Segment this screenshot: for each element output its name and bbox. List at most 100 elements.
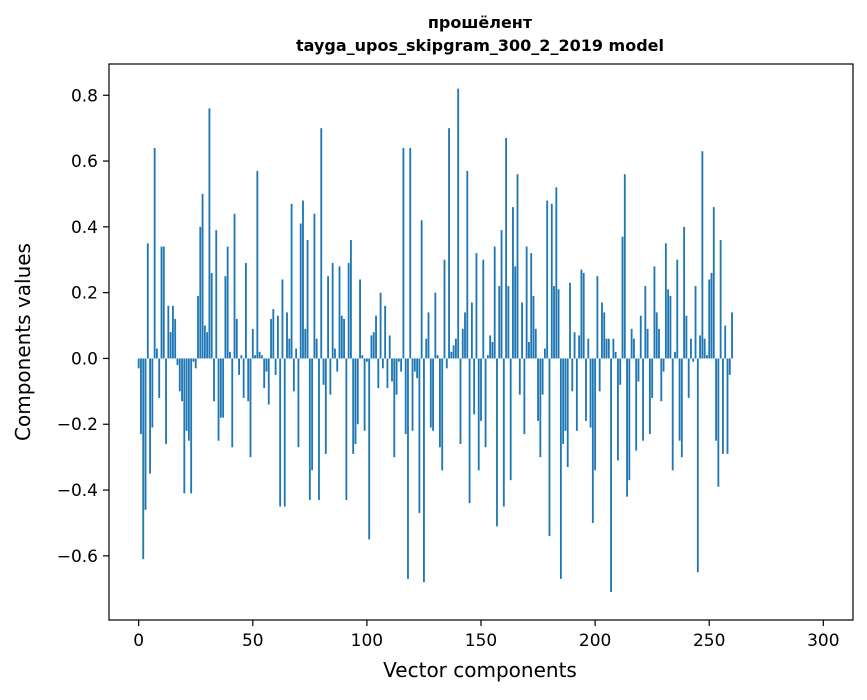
bar-217 bbox=[633, 338, 635, 359]
bar-116 bbox=[402, 147, 405, 359]
bar-136 bbox=[448, 128, 450, 359]
bar-194 bbox=[580, 269, 583, 359]
bar-32 bbox=[210, 272, 213, 359]
bar-170 bbox=[525, 246, 528, 359]
bar-130 bbox=[434, 292, 437, 359]
bar-165 bbox=[514, 266, 517, 359]
bar-22 bbox=[187, 358, 190, 441]
bar-20 bbox=[183, 358, 186, 494]
bar-75 bbox=[308, 358, 311, 500]
bar-70 bbox=[297, 358, 300, 448]
bar-259 bbox=[728, 358, 731, 375]
bar-57 bbox=[267, 358, 270, 405]
bar-164 bbox=[512, 207, 514, 359]
bar-100 bbox=[365, 358, 368, 362]
bar-195 bbox=[582, 272, 585, 359]
bar-244 bbox=[694, 286, 697, 359]
bar-251 bbox=[710, 272, 713, 359]
bar-142 bbox=[461, 328, 464, 359]
bar-172 bbox=[530, 253, 533, 359]
bar-63 bbox=[281, 279, 284, 359]
bar-248 bbox=[703, 338, 706, 359]
bar-117 bbox=[404, 358, 407, 435]
bar-5 bbox=[149, 358, 151, 474]
bar-207 bbox=[610, 358, 612, 593]
bar-47 bbox=[245, 263, 247, 359]
bar-54 bbox=[261, 355, 263, 359]
bar-88 bbox=[338, 266, 341, 359]
bar-247 bbox=[701, 151, 704, 359]
bar-94 bbox=[352, 358, 355, 454]
bar-79 bbox=[318, 358, 320, 500]
bar-90 bbox=[343, 318, 345, 359]
bar-250 bbox=[708, 279, 711, 359]
bar-111 bbox=[391, 358, 393, 382]
bar-228 bbox=[658, 328, 660, 359]
bar-9 bbox=[158, 358, 161, 398]
bar-33 bbox=[213, 358, 215, 402]
bar-69 bbox=[295, 348, 298, 359]
bar-107 bbox=[381, 358, 384, 369]
bar-99 bbox=[363, 358, 366, 431]
bar-224 bbox=[648, 358, 651, 435]
bar-50 bbox=[251, 328, 254, 359]
bar-155 bbox=[491, 342, 494, 359]
bar-131 bbox=[436, 355, 439, 359]
bar-184 bbox=[557, 289, 560, 359]
bar-28 bbox=[201, 193, 204, 359]
bar-187 bbox=[564, 358, 567, 431]
bar-108 bbox=[384, 305, 387, 359]
bar-115 bbox=[400, 358, 403, 372]
bar-27 bbox=[199, 226, 202, 359]
y-tick-label-3: 0.0 bbox=[71, 349, 98, 369]
bar-1 bbox=[140, 358, 142, 435]
bar-167 bbox=[518, 358, 521, 395]
bar-242 bbox=[690, 338, 692, 359]
bar-237 bbox=[678, 358, 681, 441]
bar-39 bbox=[226, 246, 229, 359]
bar-55 bbox=[263, 358, 266, 389]
bar-84 bbox=[329, 358, 332, 395]
bar-232 bbox=[667, 289, 670, 359]
bar-59 bbox=[272, 309, 275, 359]
x-tick-label-4: 200 bbox=[579, 631, 611, 651]
bar-129 bbox=[432, 358, 434, 431]
bar-0 bbox=[137, 358, 140, 369]
bar-102 bbox=[370, 335, 373, 359]
bar-189 bbox=[569, 282, 571, 359]
bar-35 bbox=[217, 358, 220, 441]
bar-8 bbox=[156, 348, 158, 359]
bar-41 bbox=[231, 358, 234, 448]
bar-149 bbox=[477, 358, 480, 471]
bar-229 bbox=[660, 358, 663, 402]
bar-124 bbox=[420, 220, 423, 359]
bar-85 bbox=[331, 263, 334, 359]
bar-97 bbox=[359, 279, 361, 359]
bar-110 bbox=[388, 335, 391, 359]
bar-220 bbox=[639, 315, 642, 359]
bar-125 bbox=[423, 358, 425, 583]
bar-93 bbox=[350, 240, 352, 359]
bar-140 bbox=[457, 88, 460, 359]
bar-157 bbox=[496, 358, 498, 527]
bar-37 bbox=[222, 358, 225, 418]
bar-240 bbox=[685, 315, 688, 359]
bar-196 bbox=[585, 358, 587, 421]
bar-123 bbox=[418, 358, 421, 514]
bar-233 bbox=[669, 295, 672, 359]
bar-183 bbox=[555, 187, 558, 359]
axes-group: 0 50 100 150 200 250 300 −0.6 −0.4 −0.2 0.0 0.2 0.4 0… bbox=[57, 63, 854, 651]
bar-105 bbox=[377, 358, 380, 389]
bar-11 bbox=[162, 246, 165, 359]
x-tick-label-0: 0 bbox=[133, 631, 144, 651]
bar-208 bbox=[612, 338, 615, 359]
bar-239 bbox=[683, 226, 686, 359]
y-tick-label-2: −0.2 bbox=[57, 415, 98, 435]
bar-18 bbox=[178, 358, 181, 392]
bar-169 bbox=[523, 358, 526, 435]
bar-216 bbox=[630, 328, 633, 359]
bar-61 bbox=[276, 315, 279, 359]
bar-52 bbox=[256, 170, 259, 359]
bar-202 bbox=[598, 358, 601, 392]
